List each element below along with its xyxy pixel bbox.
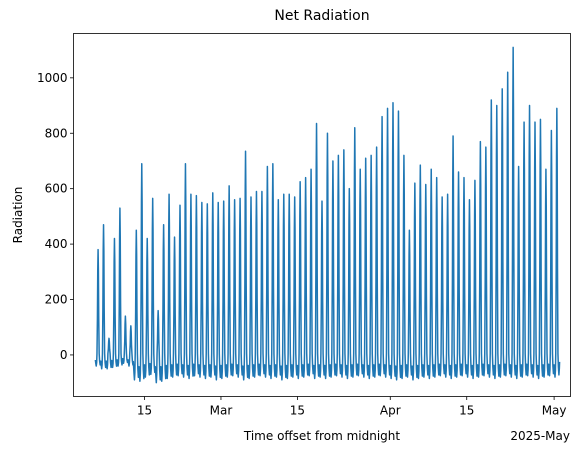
plot-area: [73, 33, 571, 397]
x-tick-label: Apr: [380, 404, 401, 418]
x-tick-label: May: [542, 404, 567, 418]
y-axis-label: Radiation: [11, 187, 25, 244]
x-axis-label: Time offset from midnight: [243, 429, 400, 443]
x-tick-label: 15: [290, 404, 305, 418]
y-tick-label: 200: [45, 293, 68, 307]
series-layer: [94, 46, 561, 384]
plot-frame: [73, 33, 571, 397]
y-tick-label: 400: [45, 237, 68, 251]
x-tick-label: 15: [459, 404, 474, 418]
y-tick-label: 0: [60, 348, 68, 362]
x-axis-offset-label: 2025-May: [510, 429, 570, 443]
series-line: [94, 46, 561, 384]
y-axis-ticks: 0 200 400 600 800 1000: [37, 71, 74, 362]
y-tick-label: 800: [45, 126, 68, 140]
x-tick-label: 15: [137, 404, 152, 418]
y-tick-label: 600: [45, 182, 68, 196]
chart-title: Net Radiation: [274, 8, 369, 24]
x-axis-ticks: 15 Mar 15 Apr 15 May: [137, 396, 567, 418]
x-tick-label: Mar: [210, 404, 233, 418]
y-tick-label: 1000: [37, 71, 68, 85]
